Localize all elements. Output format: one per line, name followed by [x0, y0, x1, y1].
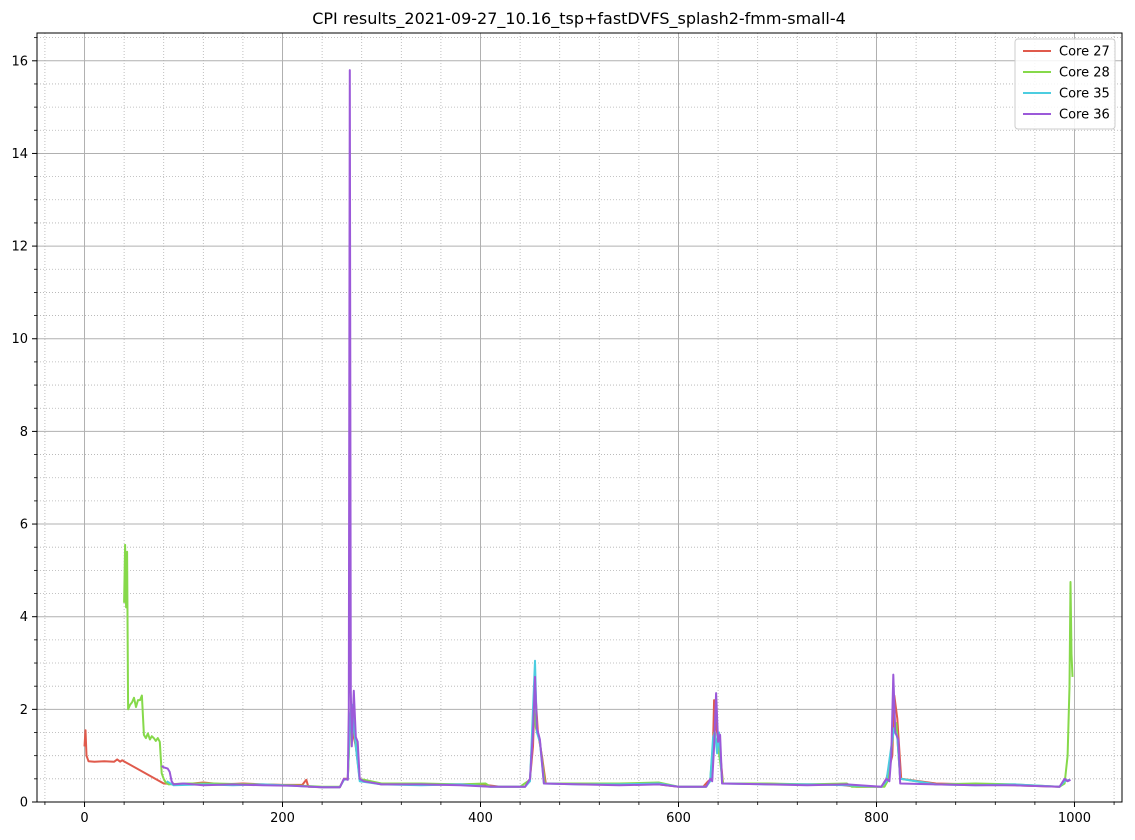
series-line-core-36: [161, 69, 1071, 789]
y-tick-label: 16: [11, 54, 28, 69]
x-tick-label: 600: [666, 811, 691, 826]
y-tick-label: 12: [11, 240, 28, 255]
x-tick-label: 1000: [1058, 811, 1091, 826]
legend-label-core-28: Core 28: [1059, 66, 1110, 81]
x-tick-label: 400: [468, 811, 493, 826]
series-line-core-28: [123, 543, 1074, 788]
y-tick-label: 14: [11, 147, 28, 162]
x-tick-label: 800: [864, 811, 889, 826]
y-tick-label: 0: [20, 796, 28, 811]
plot-frame: [36, 32, 1123, 803]
tick-layer: 0 200 400 600 800 1000 0 2 4 6 8 10 12 14 16: [11, 37, 1115, 826]
legend: Core 27 Core 28 Core 35 Core 36: [1014, 38, 1116, 130]
series-line-core-27: [83, 685, 1070, 789]
y-tick-label: 10: [11, 332, 28, 347]
legend-label-core-36: Core 36: [1059, 108, 1110, 123]
series-line-core-35: [166, 659, 1070, 789]
legend-label-core-27: Core 27: [1059, 45, 1110, 60]
y-tick-label: 6: [20, 518, 28, 533]
grid-layer: [37, 33, 1122, 803]
series-layer: [83, 69, 1074, 789]
x-tick-label: 200: [270, 811, 295, 826]
legend-box: [1014, 38, 1116, 130]
legend-label-core-35: Core 35: [1059, 87, 1110, 102]
y-tick-label: 2: [20, 703, 28, 718]
x-tick-label: 0: [80, 811, 88, 826]
chart-title: CPI results_2021-09-27_10.16_tsp+fastDVF…: [312, 9, 846, 29]
y-tick-label: 8: [20, 425, 28, 440]
y-tick-label: 4: [20, 610, 28, 625]
